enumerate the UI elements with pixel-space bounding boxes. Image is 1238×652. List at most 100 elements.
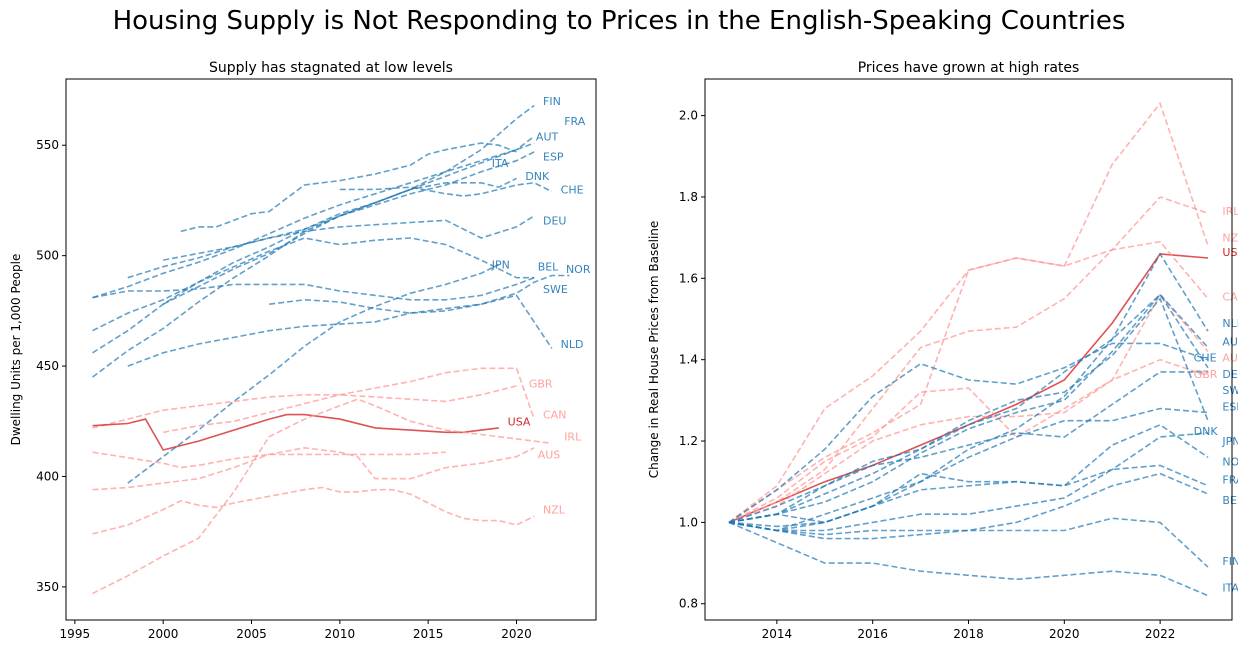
y-tick-label: 1.2 xyxy=(679,434,698,448)
series-line-irl-short xyxy=(92,451,446,469)
series-line-aut xyxy=(728,293,1209,524)
series-line-che xyxy=(728,342,1209,524)
x-tick-label: 2020 xyxy=(1049,627,1080,641)
series-label-che: CHE xyxy=(1194,352,1217,365)
y-tick-label: 400 xyxy=(36,469,59,483)
series-line-usa xyxy=(92,413,499,451)
series-label-fin: FIN xyxy=(543,95,561,108)
series-group xyxy=(92,104,570,595)
x-tick-label: 2010 xyxy=(325,627,356,641)
x-tick-label: 2005 xyxy=(236,627,267,641)
series-label-esp: ESP xyxy=(1222,400,1238,413)
y-tick-label: 1.6 xyxy=(679,271,698,285)
series-line-ita xyxy=(180,142,517,233)
x-tick-label: 1995 xyxy=(60,627,91,641)
axes-title: Prices have grown at high rates xyxy=(858,60,1080,76)
series-line-irl xyxy=(92,398,552,595)
series-label-aut: AUT xyxy=(1222,335,1238,348)
series-label-bel: BEL xyxy=(538,261,559,274)
x-tick-label: 2000 xyxy=(148,627,179,641)
axes-2: Prices have grown at high rates Change in… xyxy=(647,60,1238,641)
x-tick-label: 2018 xyxy=(953,627,984,641)
x-tick-label: 2014 xyxy=(762,627,793,641)
series-line-nzl xyxy=(728,101,1209,524)
series-line-can xyxy=(163,367,535,434)
series-line-nzl xyxy=(92,486,535,535)
series-line-aut xyxy=(92,135,535,354)
series-line-fin xyxy=(728,517,1209,568)
series-line-aus xyxy=(92,446,535,491)
series-line-nld xyxy=(728,252,1209,532)
series-label-nzl: NZL xyxy=(1222,232,1238,245)
x-tick-label: 2022 xyxy=(1145,627,1176,641)
series-label-dnk: DNK xyxy=(525,170,550,183)
series-label-can: CAN xyxy=(543,409,566,422)
series-label-swe: SWE xyxy=(543,283,568,296)
series-label-jpn: JPN xyxy=(491,258,510,271)
axes-title: Supply has stagnated at low levels xyxy=(209,60,453,76)
y-tick-label: 550 xyxy=(36,138,59,152)
x-tick-label: 2020 xyxy=(501,627,532,641)
series-label-bel: BEL xyxy=(1222,494,1238,507)
y-tick-label: 1.8 xyxy=(679,190,698,204)
x-tick-label: 2015 xyxy=(413,627,444,641)
series-label-nor: NOR xyxy=(1222,455,1238,468)
x-tick-label: 2016 xyxy=(857,627,888,641)
y-tick-label: 450 xyxy=(36,359,59,373)
series-line-deu xyxy=(127,215,535,279)
series-line-nor xyxy=(728,432,1209,524)
series-line-usa xyxy=(728,253,1209,524)
series-label-deu: DEU xyxy=(543,214,566,227)
series-label-esp: ESP xyxy=(543,150,564,163)
series-line-can xyxy=(728,240,1209,524)
series-line-aus xyxy=(728,293,1209,524)
series-label-swe: SWE xyxy=(1222,384,1238,397)
series-line-esp xyxy=(728,407,1209,532)
series-label-fra: FRA xyxy=(1222,474,1238,487)
series-label-usa: USA xyxy=(1222,246,1238,259)
series-line-nld xyxy=(127,294,553,367)
series-label-aus: AUS xyxy=(1222,352,1238,365)
series-label-ita: ITA xyxy=(492,157,509,170)
series-line-nor xyxy=(269,274,570,314)
series-line-fra xyxy=(728,464,1209,532)
series-label-deu: DEU xyxy=(1222,368,1238,381)
series-line-dnk xyxy=(162,177,517,305)
series-label-usa: USA xyxy=(508,415,531,428)
series-label-can: CAN xyxy=(1222,291,1238,304)
series-label-dnk: DNK xyxy=(1194,425,1219,438)
figure-title: Housing Supply is Not Responding to Pric… xyxy=(112,6,1126,36)
series-line-gbr xyxy=(92,385,517,429)
series-label-gbr: GBR xyxy=(529,378,553,391)
series-group xyxy=(728,101,1209,597)
series-label-gbr: GBR xyxy=(1194,368,1218,381)
axes-frame xyxy=(65,78,597,621)
series-line-swe xyxy=(92,237,535,332)
axes-1: Supply has stagnated at low levels Dwelli… xyxy=(9,60,597,641)
series-label-irl: IRL xyxy=(1222,205,1238,218)
series-label-jpn: JPN xyxy=(1221,435,1238,448)
series-line-irl xyxy=(728,196,1209,524)
series-line-gbr xyxy=(728,358,1209,524)
series-line-dnk xyxy=(728,371,1208,524)
series-line-esp xyxy=(92,151,535,378)
series-line-bel xyxy=(728,472,1209,536)
series-label-nld: NLD xyxy=(1222,317,1238,330)
series-label-ita: ITA xyxy=(1222,581,1238,594)
series-label-nor: NOR xyxy=(566,263,591,276)
y-axis-label: Dwelling Units per 1,000 People xyxy=(9,254,23,446)
axes-frame xyxy=(704,78,1233,621)
series-line-jpn xyxy=(728,423,1209,528)
series-line-ita xyxy=(728,521,1209,597)
series-line-fra xyxy=(92,142,535,299)
y-tick-label: 1.4 xyxy=(679,353,698,367)
y-tick-label: 500 xyxy=(36,249,59,263)
series-label-aus: AUS xyxy=(538,448,561,461)
series-line-bel xyxy=(92,276,535,301)
y-tick-label: 1.0 xyxy=(679,515,698,529)
y-tick-label: 350 xyxy=(36,580,59,594)
series-line-swe xyxy=(728,297,1209,524)
series-label-fra: FRA xyxy=(564,115,586,128)
series-label-nzl: NZL xyxy=(543,504,566,517)
y-axis-label: Change in Real House Prices from Baselin… xyxy=(647,221,661,479)
